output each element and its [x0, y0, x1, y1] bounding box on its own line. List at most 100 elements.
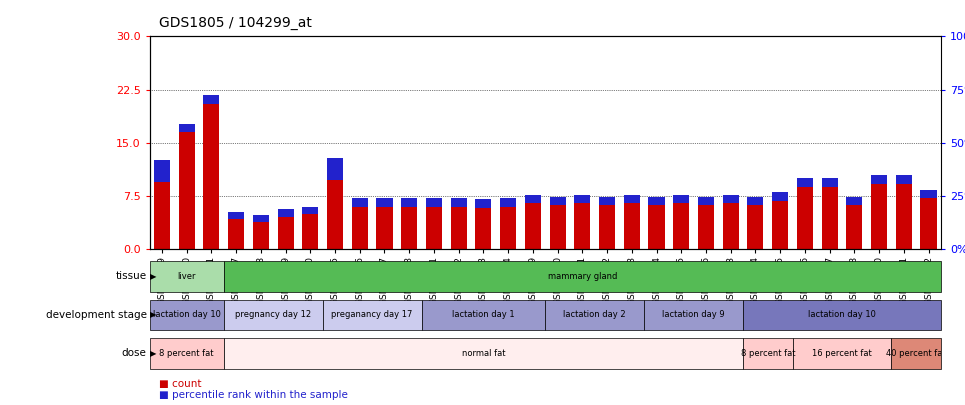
- Bar: [648, 205, 665, 249]
- Bar: [921, 190, 937, 198]
- Text: lactation day 9: lactation day 9: [662, 310, 725, 320]
- Text: 8 percent fat: 8 percent fat: [159, 349, 214, 358]
- Bar: [623, 203, 640, 249]
- Bar: [401, 198, 417, 207]
- Bar: [327, 180, 344, 249]
- Bar: [204, 104, 219, 249]
- Bar: [422, 300, 545, 330]
- Text: ▶: ▶: [150, 272, 156, 281]
- Text: GDS1805 / 104299_at: GDS1805 / 104299_at: [159, 16, 312, 30]
- Text: lactation day 2: lactation day 2: [564, 310, 626, 320]
- Text: preganancy day 17: preganancy day 17: [331, 310, 413, 320]
- Bar: [253, 222, 269, 249]
- Bar: [747, 205, 763, 249]
- Bar: [150, 261, 224, 292]
- Bar: [179, 124, 195, 132]
- Bar: [772, 201, 788, 249]
- Bar: [426, 207, 442, 249]
- Bar: [451, 207, 467, 249]
- Bar: [574, 194, 591, 203]
- Bar: [525, 194, 541, 203]
- Bar: [797, 187, 813, 249]
- Bar: [150, 338, 224, 369]
- Bar: [150, 300, 224, 330]
- Bar: [302, 214, 318, 249]
- Text: 8 percent fat: 8 percent fat: [740, 349, 795, 358]
- Bar: [327, 158, 344, 180]
- Bar: [376, 207, 393, 249]
- Bar: [892, 338, 941, 369]
- Bar: [723, 203, 739, 249]
- Text: lactation day 1: lactation day 1: [452, 310, 514, 320]
- Bar: [153, 160, 170, 182]
- Bar: [698, 197, 714, 205]
- Text: ▶: ▶: [150, 310, 156, 320]
- Bar: [401, 207, 417, 249]
- Bar: [896, 184, 912, 249]
- Bar: [153, 182, 170, 249]
- Text: ▶: ▶: [150, 349, 156, 358]
- Bar: [821, 187, 838, 249]
- Bar: [698, 205, 714, 249]
- Bar: [648, 197, 665, 205]
- Bar: [747, 197, 763, 205]
- Bar: [278, 217, 293, 249]
- Text: lactation day 10: lactation day 10: [808, 310, 876, 320]
- Text: liver: liver: [178, 272, 196, 281]
- Bar: [545, 300, 644, 330]
- Bar: [351, 207, 368, 249]
- Bar: [228, 212, 244, 220]
- Bar: [253, 215, 269, 222]
- Text: development stage: development stage: [45, 310, 147, 320]
- Bar: [623, 194, 640, 203]
- Bar: [179, 132, 195, 249]
- Bar: [549, 197, 565, 205]
- Bar: [476, 200, 491, 208]
- Bar: [743, 338, 792, 369]
- Bar: [674, 203, 689, 249]
- Bar: [599, 197, 615, 205]
- Bar: [599, 205, 615, 249]
- Bar: [549, 205, 565, 249]
- Text: tissue: tissue: [116, 271, 147, 281]
- Bar: [846, 197, 863, 205]
- Bar: [896, 175, 912, 184]
- Bar: [871, 184, 887, 249]
- Text: mammary gland: mammary gland: [547, 272, 617, 281]
- Bar: [792, 338, 892, 369]
- Bar: [322, 300, 422, 330]
- Bar: [376, 198, 393, 207]
- Bar: [500, 198, 516, 207]
- Bar: [772, 192, 788, 201]
- Text: pregnancy day 12: pregnancy day 12: [235, 310, 312, 320]
- Bar: [574, 203, 591, 249]
- Bar: [797, 178, 813, 187]
- Bar: [743, 300, 941, 330]
- Text: dose: dose: [122, 348, 147, 358]
- Bar: [302, 207, 318, 214]
- Bar: [871, 175, 887, 184]
- Bar: [500, 207, 516, 249]
- Bar: [451, 198, 467, 207]
- Bar: [525, 203, 541, 249]
- Bar: [426, 198, 442, 207]
- Bar: [228, 220, 244, 249]
- Bar: [821, 178, 838, 187]
- Bar: [351, 198, 368, 207]
- Bar: [723, 194, 739, 203]
- Bar: [224, 338, 743, 369]
- Text: 40 percent fat: 40 percent fat: [886, 349, 946, 358]
- Bar: [278, 209, 293, 217]
- Bar: [846, 205, 863, 249]
- Bar: [476, 208, 491, 249]
- Bar: [644, 300, 743, 330]
- Text: ■ count: ■ count: [159, 379, 202, 388]
- Text: lactation day 10: lactation day 10: [152, 310, 221, 320]
- Text: 16 percent fat: 16 percent fat: [813, 349, 871, 358]
- Bar: [674, 194, 689, 203]
- Bar: [204, 95, 219, 104]
- Bar: [224, 300, 322, 330]
- Bar: [921, 198, 937, 249]
- Text: normal fat: normal fat: [461, 349, 505, 358]
- Text: ■ percentile rank within the sample: ■ percentile rank within the sample: [159, 390, 348, 400]
